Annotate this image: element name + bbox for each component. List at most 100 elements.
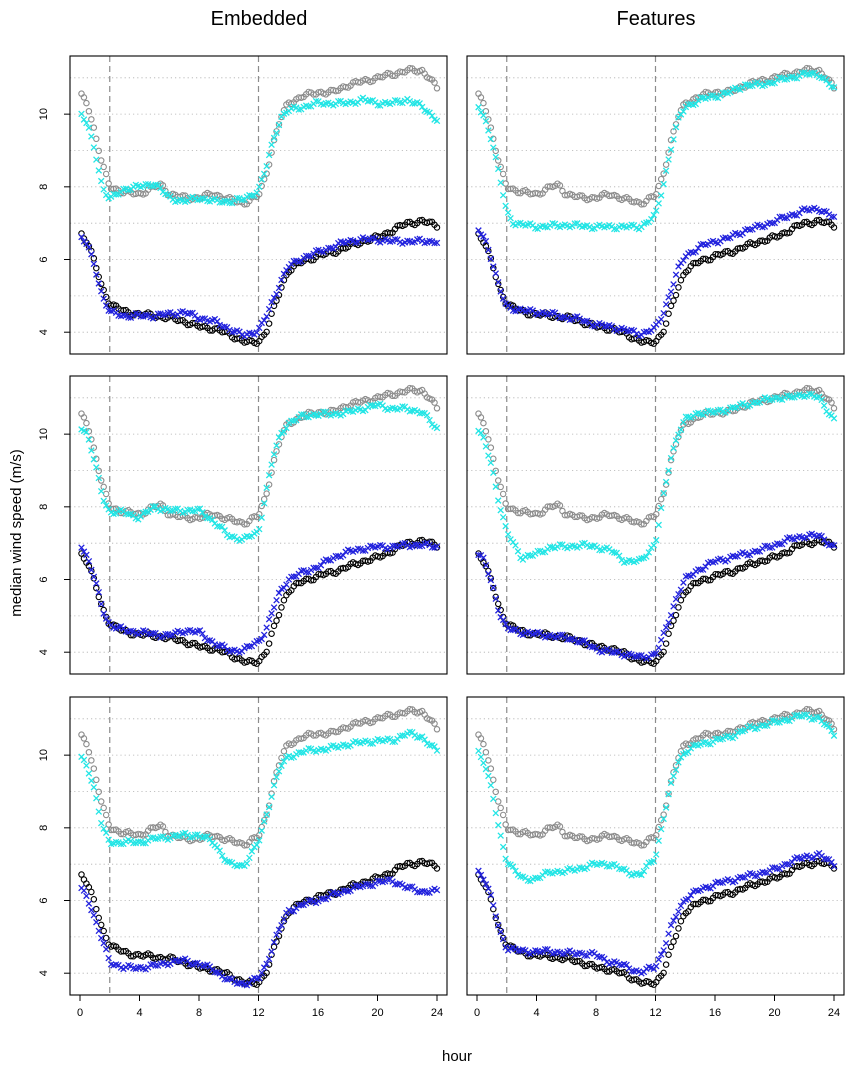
data-point	[660, 170, 667, 177]
data-point	[433, 886, 441, 894]
data-point	[174, 832, 182, 840]
data-point	[480, 876, 487, 883]
data-point	[576, 512, 583, 519]
data-point	[90, 456, 98, 463]
data-point	[374, 877, 382, 884]
data-point	[374, 102, 382, 109]
data-point	[608, 649, 616, 656]
data-point	[494, 821, 502, 829]
data-point	[246, 657, 253, 664]
panel-frame	[69, 55, 448, 355]
data-point	[699, 739, 707, 746]
data-point	[270, 451, 278, 458]
data-point	[147, 834, 154, 841]
data-point	[93, 584, 100, 592]
data-point	[125, 314, 132, 321]
data-point	[93, 905, 100, 913]
data-point	[90, 144, 98, 151]
data-point	[268, 149, 275, 156]
data-point	[233, 194, 241, 202]
data-point	[487, 576, 495, 584]
data-point	[662, 804, 670, 811]
y-tick-label: 4	[38, 970, 50, 976]
data-point	[643, 337, 650, 344]
y-tick-label: 8	[38, 825, 50, 831]
data-point	[273, 773, 280, 781]
data-point	[214, 318, 221, 325]
data-point	[80, 116, 88, 123]
data-point	[85, 436, 93, 443]
data-point	[93, 156, 100, 163]
data-point	[426, 742, 433, 749]
data-point	[704, 898, 712, 905]
data-point	[652, 510, 660, 518]
x-tick-label: 12	[252, 1007, 264, 1019]
data-point	[776, 213, 783, 221]
y-tick-label: 6	[38, 897, 50, 903]
data-point	[263, 484, 270, 492]
data-point	[667, 611, 675, 619]
data-point	[635, 652, 643, 659]
data-point	[339, 552, 347, 559]
data-point	[571, 220, 579, 227]
data-point	[93, 776, 100, 784]
data-point	[317, 562, 325, 569]
data-point	[494, 280, 502, 288]
data-point	[490, 795, 497, 803]
data-point	[670, 281, 677, 288]
data-point	[581, 952, 588, 959]
data-point	[657, 816, 665, 824]
data-point	[95, 589, 103, 596]
data-point	[665, 149, 672, 156]
data-point	[670, 938, 677, 945]
data-point	[677, 426, 685, 433]
data-point	[433, 726, 441, 733]
data-point	[825, 723, 833, 730]
data-point	[431, 239, 438, 247]
data-point	[93, 918, 100, 926]
data-point	[677, 276, 685, 284]
data-point	[640, 867, 648, 875]
data-point	[95, 593, 103, 601]
data-point	[657, 495, 665, 503]
data-point	[100, 927, 107, 935]
data-point	[487, 255, 495, 262]
data-point	[497, 506, 504, 514]
data-point	[273, 290, 280, 298]
data-point	[258, 635, 265, 643]
data-point	[485, 127, 492, 134]
data-point	[487, 444, 495, 451]
data-point	[512, 867, 519, 875]
data-point	[643, 553, 650, 560]
data-point	[485, 452, 492, 459]
data-point	[421, 736, 428, 743]
data-point	[494, 600, 502, 608]
data-point	[477, 94, 485, 101]
data-point	[517, 873, 524, 880]
data-point	[687, 892, 695, 899]
data-point	[199, 509, 206, 516]
data-point	[112, 838, 120, 846]
data-point	[149, 503, 157, 510]
data-point	[830, 85, 838, 92]
data-point	[263, 960, 270, 968]
data-point	[270, 302, 278, 310]
data-point	[263, 328, 270, 336]
data-point	[692, 100, 700, 108]
data-point	[761, 869, 769, 876]
data-point	[221, 527, 228, 534]
data-point	[204, 514, 211, 522]
data-point	[660, 969, 667, 977]
data-point	[418, 887, 426, 895]
data-point	[487, 891, 495, 899]
data-point	[275, 611, 283, 619]
data-point	[280, 270, 288, 278]
data-point	[475, 227, 482, 234]
data-point	[773, 865, 781, 873]
data-point	[675, 908, 682, 915]
data-point	[97, 487, 105, 495]
data-point	[492, 595, 500, 603]
data-point	[650, 211, 658, 219]
data-point	[102, 615, 110, 622]
data-point	[270, 604, 278, 611]
